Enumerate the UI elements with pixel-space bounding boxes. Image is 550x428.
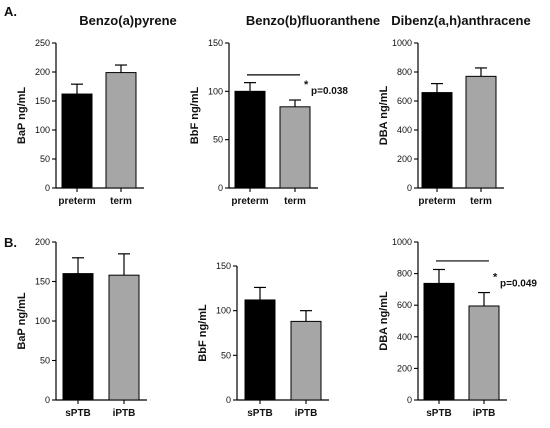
x-tick-label: preterm <box>58 196 95 207</box>
y-axis-label: BbF ng/mL <box>197 304 209 362</box>
y-tick-label: 600 <box>397 300 412 310</box>
y-tick-label: 0 <box>407 183 412 193</box>
significance-star: * <box>304 79 309 91</box>
y-axis-label: BbF ng/mL <box>189 87 201 145</box>
y-tick-label: 50 <box>221 350 231 360</box>
chart-3: Dibenz(a,h)anthracene DBA ng/mL 0 200 400 600… <box>378 13 531 207</box>
y-tick-label: 400 <box>397 125 412 135</box>
y-tick-label: 400 <box>397 332 412 342</box>
y-tick-label: 600 <box>397 96 412 106</box>
y-tick-label: 100 <box>208 86 223 96</box>
bar-iPTB <box>290 320 322 401</box>
y-tick-label: 250 <box>35 38 50 48</box>
chart-4: BaP ng/mL 0 50 100 150 200 sPTB iPTB <box>16 237 147 419</box>
bar-iPTB <box>108 274 140 401</box>
y-tick-label: 200 <box>35 237 50 247</box>
y-tick-label: 800 <box>397 269 412 279</box>
y-tick-label: 200 <box>35 67 50 77</box>
bar-preterm <box>61 93 93 189</box>
y-tick-label: 0 <box>218 183 223 193</box>
y-tick-label: 0 <box>45 395 50 405</box>
charts-group: Benzo(a)pyrene BaP ng/mL 0 50 100 150 200 250 pr… <box>16 13 537 419</box>
chart-5: BbF ng/mL 0 50 100 150 sPTB iPTB <box>197 261 329 419</box>
x-tick-label: iPTB <box>473 408 496 419</box>
y-tick-label: 100 <box>35 125 50 135</box>
y-tick-label: 50 <box>40 356 50 366</box>
y-tick-label: 150 <box>35 96 50 106</box>
significance-pvalue: p=0.049 <box>500 279 537 290</box>
chart-title: Dibenz(a,h)anthracene <box>391 13 530 28</box>
x-tick-label: sPTB <box>247 408 273 419</box>
y-tick-label: 50 <box>213 135 223 145</box>
y-tick-label: 50 <box>40 154 50 164</box>
bar-sPTB <box>62 273 94 401</box>
bar-term <box>465 75 497 189</box>
x-tick-label: term <box>470 196 492 207</box>
y-tick-label: 0 <box>407 395 412 405</box>
significance-star: * <box>493 272 498 284</box>
x-tick-label: preterm <box>418 196 455 207</box>
x-tick-label: sPTB <box>426 408 452 419</box>
panel-label-b: B. <box>4 235 17 250</box>
panel-label-a: A. <box>4 4 17 19</box>
y-tick-label: 100 <box>35 316 50 326</box>
chart-title: Benzo(a)pyrene <box>79 13 177 28</box>
chart-1: Benzo(a)pyrene BaP ng/mL 0 50 100 150 200 250 pr… <box>16 13 177 207</box>
bar-preterm <box>234 90 266 189</box>
y-axis-label: BaP ng/mL <box>16 87 28 145</box>
y-tick-label: 200 <box>397 154 412 164</box>
y-tick-label: 1000 <box>392 38 412 48</box>
y-axis-label: DBA ng/mL <box>378 85 390 145</box>
y-tick-label: 100 <box>216 306 231 316</box>
chart-2: Benzo(b)fluoranthene BbF ng/mL 0 50 100 150 pr… <box>189 13 380 207</box>
x-tick-label: sPTB <box>65 408 91 419</box>
bar-iPTB <box>468 305 500 401</box>
y-axis-label: DBA ng/mL <box>378 291 390 351</box>
y-tick-label: 1000 <box>392 237 412 247</box>
y-tick-label: 800 <box>397 67 412 77</box>
x-tick-label: iPTB <box>113 408 136 419</box>
chart-6: DBA ng/mL 0 200 400 600 800 1000 sPTB iPTB *p=0.0… <box>378 237 537 419</box>
bar-preterm <box>421 92 453 189</box>
x-tick-label: iPTB <box>295 408 318 419</box>
x-tick-label: preterm <box>231 196 268 207</box>
y-tick-label: 0 <box>226 395 231 405</box>
y-tick-label: 150 <box>35 277 50 287</box>
x-tick-label: term <box>110 196 132 207</box>
chart-title: Benzo(b)fluoranthene <box>246 13 380 28</box>
y-tick-label: 0 <box>45 183 50 193</box>
y-axis-label: BaP ng/mL <box>16 292 28 350</box>
y-tick-label: 200 <box>397 363 412 373</box>
bar-sPTB <box>244 299 276 401</box>
bar-term <box>105 72 137 189</box>
significance-pvalue: p=0.038 <box>311 86 348 97</box>
x-tick-label: term <box>284 196 306 207</box>
y-tick-label: 150 <box>208 38 223 48</box>
bar-term <box>279 106 311 189</box>
y-tick-label: 150 <box>216 261 231 271</box>
bar-sPTB <box>423 282 455 401</box>
